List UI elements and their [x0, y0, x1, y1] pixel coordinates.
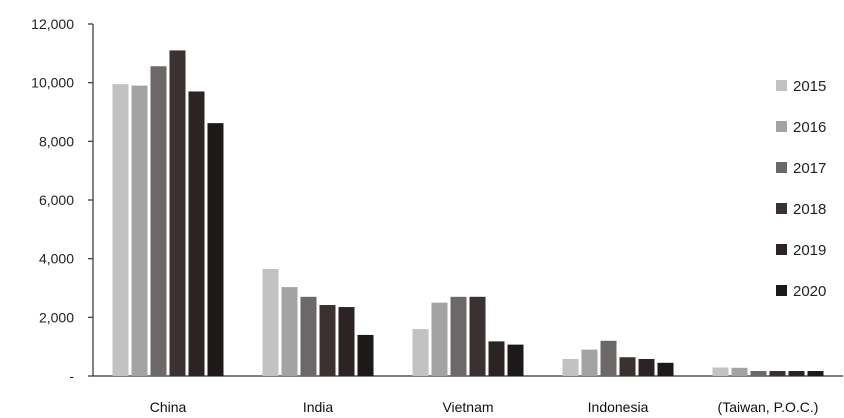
legend-label: 2017	[793, 160, 826, 177]
legend-swatch	[776, 80, 787, 91]
bar	[300, 296, 317, 376]
x-tick-label: Vietnam	[442, 399, 493, 415]
bar	[131, 85, 148, 376]
legend-label: 2015	[793, 78, 826, 95]
bar	[712, 367, 729, 376]
bar	[619, 357, 636, 376]
x-tick-label: (Taiwan, P.O.C.)	[718, 399, 819, 415]
bar	[112, 84, 129, 376]
legend-label: 2020	[793, 283, 826, 300]
bar	[450, 296, 467, 376]
legend-swatch	[776, 203, 787, 214]
bar	[600, 340, 617, 376]
bar	[169, 50, 186, 377]
bar	[188, 91, 205, 376]
legend-swatch	[776, 162, 787, 173]
bar	[581, 349, 598, 376]
bar	[562, 358, 579, 376]
bars	[112, 50, 824, 377]
y-tick-label: 4,000	[39, 251, 74, 267]
bar	[357, 334, 374, 376]
legend: 2015 2016 2017 2018 2019 2020	[776, 78, 826, 300]
bar	[638, 358, 655, 376]
legend-label: 2018	[793, 201, 826, 218]
bar	[281, 287, 298, 376]
legend-label: 2019	[793, 242, 826, 259]
bar	[769, 371, 786, 376]
x-tick-label: China	[150, 399, 187, 415]
legend-label: 2016	[793, 119, 826, 136]
legend-swatch	[776, 121, 787, 132]
bar	[788, 371, 805, 376]
legend-swatch	[776, 285, 787, 296]
legend-swatch	[776, 244, 787, 255]
bar	[262, 268, 279, 376]
bar	[750, 371, 767, 376]
y-tick-label: 2,000	[39, 309, 74, 325]
category-labels: China India Vietnam Indonesia (Taiwan, P.O.C…	[150, 399, 819, 415]
bar	[319, 305, 336, 376]
bar	[807, 371, 824, 376]
y-tick-label: 12,000	[31, 16, 74, 32]
bar	[469, 296, 486, 376]
bar	[488, 341, 505, 376]
y-tick-label: 10,000	[31, 75, 74, 91]
bar	[150, 66, 167, 377]
x-tick-label: Indonesia	[588, 399, 649, 415]
bar	[412, 329, 429, 376]
bar	[731, 367, 748, 376]
bar	[338, 307, 355, 376]
bar	[207, 123, 224, 376]
y-tick-label: -	[69, 368, 74, 384]
y-tick-label: 8,000	[39, 133, 74, 149]
y-tick-label: 6,000	[39, 192, 74, 208]
bar	[657, 362, 674, 376]
bar	[507, 344, 524, 376]
x-tick-label: India	[303, 399, 334, 415]
bar	[431, 302, 448, 376]
